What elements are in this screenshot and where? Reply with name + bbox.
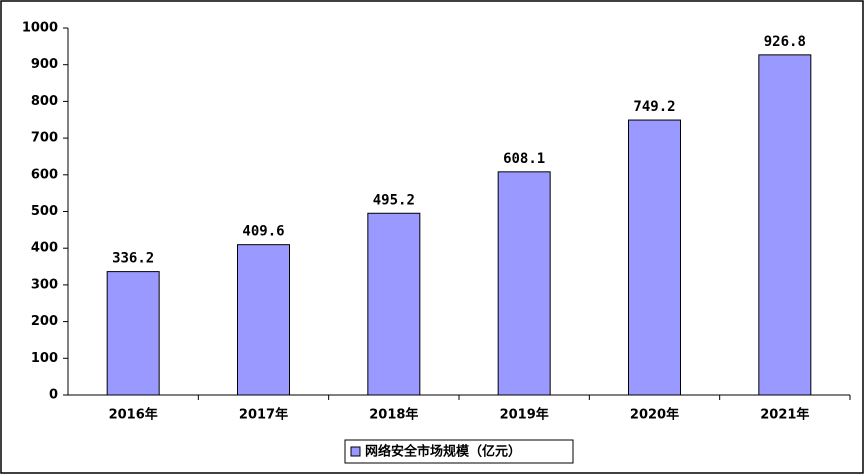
bar xyxy=(367,212,421,396)
x-tick-label: 2020年 xyxy=(630,407,679,423)
y-tick-label: 700 xyxy=(31,131,58,146)
bar xyxy=(106,271,160,396)
x-tick-label: 2016年 xyxy=(109,407,158,423)
bar xyxy=(497,171,551,396)
y-tick-label: 400 xyxy=(31,241,58,256)
y-tick-label: 600 xyxy=(31,167,58,182)
value-label: 926.8 xyxy=(764,34,806,50)
bar xyxy=(758,54,812,396)
y-tick-label: 300 xyxy=(31,277,58,292)
legend-box xyxy=(344,439,574,464)
y-tick-label: 100 xyxy=(31,351,58,366)
x-tick-label: 2019年 xyxy=(500,407,549,423)
value-label: 608.1 xyxy=(503,151,545,167)
y-tick-label: 0 xyxy=(49,388,58,403)
value-label: 495.2 xyxy=(373,192,415,208)
y-tick-label: 900 xyxy=(31,57,58,72)
legend-swatch xyxy=(350,446,361,457)
y-tick-label: 1000 xyxy=(22,21,58,36)
y-tick-label: 800 xyxy=(31,94,58,109)
legend-label: 网络安全市场规模（亿元） xyxy=(365,444,521,460)
y-tick-label: 200 xyxy=(31,314,58,329)
x-tick-label: 2021年 xyxy=(760,407,809,423)
x-tick-label: 2017年 xyxy=(239,407,288,423)
x-tick-label: 2018年 xyxy=(369,407,418,423)
y-tick-label: 500 xyxy=(31,204,58,219)
bar xyxy=(237,244,290,396)
value-label: 749.2 xyxy=(633,99,675,115)
bar xyxy=(628,119,681,396)
value-label: 336.2 xyxy=(112,251,154,267)
value-label: 409.6 xyxy=(242,224,284,240)
